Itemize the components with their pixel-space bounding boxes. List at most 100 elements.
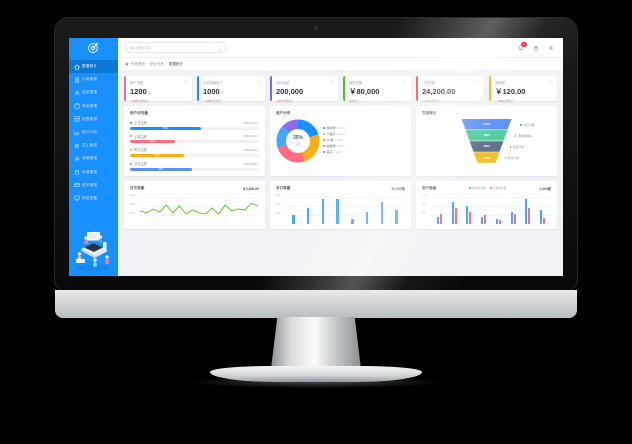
sidebar-item-4[interactable]: 权限管理: [69, 113, 118, 126]
sidebar-item-3[interactable]: 商品管理: [69, 100, 118, 113]
donut-slice-0[interactable]: [297, 119, 319, 139]
more-icon[interactable]: [549, 80, 553, 84]
more-icon[interactable]: [403, 80, 407, 84]
donut-slice-4[interactable]: [282, 119, 299, 135]
funnel-level-1[interactable]: 4000: [465, 130, 508, 141]
legend-dot: [489, 187, 492, 190]
stat-card-5[interactable]: 退款额 ￥120.00 ↑ 10% 较昨日: [489, 76, 557, 103]
group-legend-item-0[interactable]: 用户来访量: [469, 186, 486, 190]
legend-dot: [130, 162, 132, 165]
stat-card-title: 销售总额: [349, 81, 363, 85]
sidebar-menu: 数据统计 订单管理 会员管理 商品管理 权限管理 统计分析 员工管理 营销管理 仓储管理 财务管理…: [69, 60, 118, 205]
line-chart[interactable]: 6000 4000 2000: [130, 194, 259, 224]
donut-slice-3[interactable]: [276, 126, 291, 148]
funnel-level-0[interactable]: 5000: [461, 119, 512, 130]
donut-slice-2[interactable]: [277, 143, 305, 163]
bar-1-4[interactable]: [498, 219, 501, 224]
stat-card-delta: ↑ 10%: [203, 98, 212, 103]
group-legend-item-1[interactable]: 订单转化量: [489, 186, 506, 190]
bar-1-5[interactable]: [513, 213, 516, 224]
donut-legend-item-1[interactable]: 小程序 10000: [323, 132, 405, 136]
progress-track[interactable]: 48%: [130, 167, 259, 171]
progress-value: 400/1000人: [243, 161, 259, 166]
donut-legend-item-0[interactable]: 移动端 10000: [323, 126, 405, 130]
bar-1-6[interactable]: [528, 207, 531, 224]
donut-slice-1[interactable]: [300, 134, 320, 162]
gear-icon[interactable]: [547, 44, 554, 51]
sidebar-item-9[interactable]: 财务管理: [69, 179, 118, 192]
stat-card-2[interactable]: 访问总量 200,000 ↑ 8% 较昨日: [270, 76, 338, 103]
bar-0-3[interactable]: [481, 217, 484, 224]
more-icon[interactable]: [184, 80, 188, 84]
stat-card-4[interactable]: 订单总额 24,200.00 ↓ 23% 较昨日: [416, 76, 484, 103]
sidebar-item-6[interactable]: 员工管理: [69, 139, 118, 152]
funnel-chart[interactable]: 5000 访问人数 4000 添加购物车 3000 生成订单 1000 支付订单: [422, 119, 551, 165]
admin-dashboard-app: 数据统计 订单管理 会员管理 商品管理 权限管理 统计分析 员工管理 营销管理 仓储管理 财务管理…: [69, 38, 563, 276]
bar-0[interactable]: [292, 215, 295, 224]
top-bar: 输入搜索内容 6: [118, 38, 563, 58]
bar-0-4[interactable]: [495, 219, 498, 224]
donut-chart[interactable]: 35% 占比: [276, 119, 320, 163]
progress-pct-label: 42%: [154, 153, 160, 157]
bar-5[interactable]: [365, 211, 369, 224]
stat-card-note: 较昨日: [139, 98, 149, 103]
bar-1[interactable]: [306, 207, 310, 224]
sidebar-item-8[interactable]: 仓储管理: [69, 166, 118, 179]
funnel-level-3[interactable]: 1000: [473, 152, 500, 163]
bar-1-1[interactable]: [454, 207, 457, 224]
stat-card-1[interactable]: 今日新增用户 1000人 ↑ 10% 较昨日: [197, 76, 265, 103]
grouped-bar-chart[interactable]: 1200 800 400: [422, 194, 551, 224]
progress-track[interactable]: 42%: [130, 153, 259, 158]
bar-4[interactable]: [351, 219, 354, 224]
bar-7[interactable]: [395, 209, 398, 224]
sidebar-item-7[interactable]: 营销管理: [69, 152, 118, 165]
sidebar-item-1[interactable]: 订单管理: [69, 73, 118, 86]
donut-legend-item-3[interactable]: 电脑端 10000: [323, 144, 405, 148]
breadcrumb-item-0[interactable]: 系统首页: [131, 61, 145, 66]
bar-0-1[interactable]: [451, 202, 454, 224]
stat-card-3[interactable]: 销售总额 ￥80,000 较昨日: [343, 76, 411, 103]
breadcrumb-item-2: 数据统计: [168, 61, 183, 66]
monitor-device: 数据统计 订单管理 会员管理 商品管理 权限管理 统计分析 员工管理 营销管理 仓储管理 财务管理…: [55, 18, 577, 290]
stat-card-0[interactable]: 用户总数 1200人 ↑ 12% 较昨日: [124, 76, 192, 103]
more-icon[interactable]: [257, 80, 261, 84]
donut-legend-item-2[interactable]: PC端 10000: [323, 138, 405, 142]
bar-0-5[interactable]: [510, 211, 513, 224]
bar-1-7[interactable]: [543, 218, 546, 224]
bar-1-3[interactable]: [484, 215, 487, 224]
bell-icon[interactable]: 6: [517, 41, 527, 51]
bar-panel-header: 月订单量 10,300笔: [276, 186, 405, 191]
sidebar-item-2[interactable]: 会员管理: [69, 86, 118, 99]
bar-0-7[interactable]: [540, 209, 543, 224]
bar-2[interactable]: [321, 198, 325, 224]
sidebar-item-10[interactable]: 系统设置: [69, 192, 118, 205]
legend-name: 用户来访量: [472, 187, 486, 191]
stat-card-title: 退款额: [495, 81, 505, 85]
bar-6[interactable]: [380, 202, 384, 224]
progress-fill: 55%: [130, 126, 201, 130]
bar-chart[interactable]: 900 600 300: [276, 194, 405, 224]
sidebar-item-5[interactable]: 统计分析: [69, 126, 118, 139]
more-icon[interactable]: [330, 80, 334, 84]
home-icon[interactable]: [125, 62, 129, 66]
lock-icon[interactable]: [532, 44, 539, 51]
sidebar-item-label: 系统设置: [82, 195, 98, 200]
more-icon[interactable]: [476, 80, 480, 84]
stat-card-accent: [343, 76, 345, 101]
progress-track[interactable]: 55%: [130, 126, 259, 130]
funnel-level-2[interactable]: 3000: [469, 141, 504, 152]
brand-logo[interactable]: [69, 38, 118, 57]
gear-icon: [73, 155, 80, 162]
bar-1-0[interactable]: [439, 214, 442, 224]
progress-track[interactable]: 35%: [130, 140, 259, 144]
sidebar-item-0[interactable]: 数据统计: [69, 60, 118, 74]
bar-0-6[interactable]: [525, 198, 528, 224]
search-input[interactable]: 输入搜索内容: [125, 42, 227, 53]
donut-legend-item-4[interactable]: 其它 10000: [323, 150, 405, 154]
card-icon: [73, 182, 80, 189]
breadcrumb-item-1[interactable]: 统计分析: [149, 61, 164, 66]
bar-3[interactable]: [336, 198, 339, 224]
bar-1-2[interactable]: [469, 211, 472, 224]
bar-0-0[interactable]: [436, 217, 439, 224]
bar-0-2[interactable]: [466, 206, 469, 224]
